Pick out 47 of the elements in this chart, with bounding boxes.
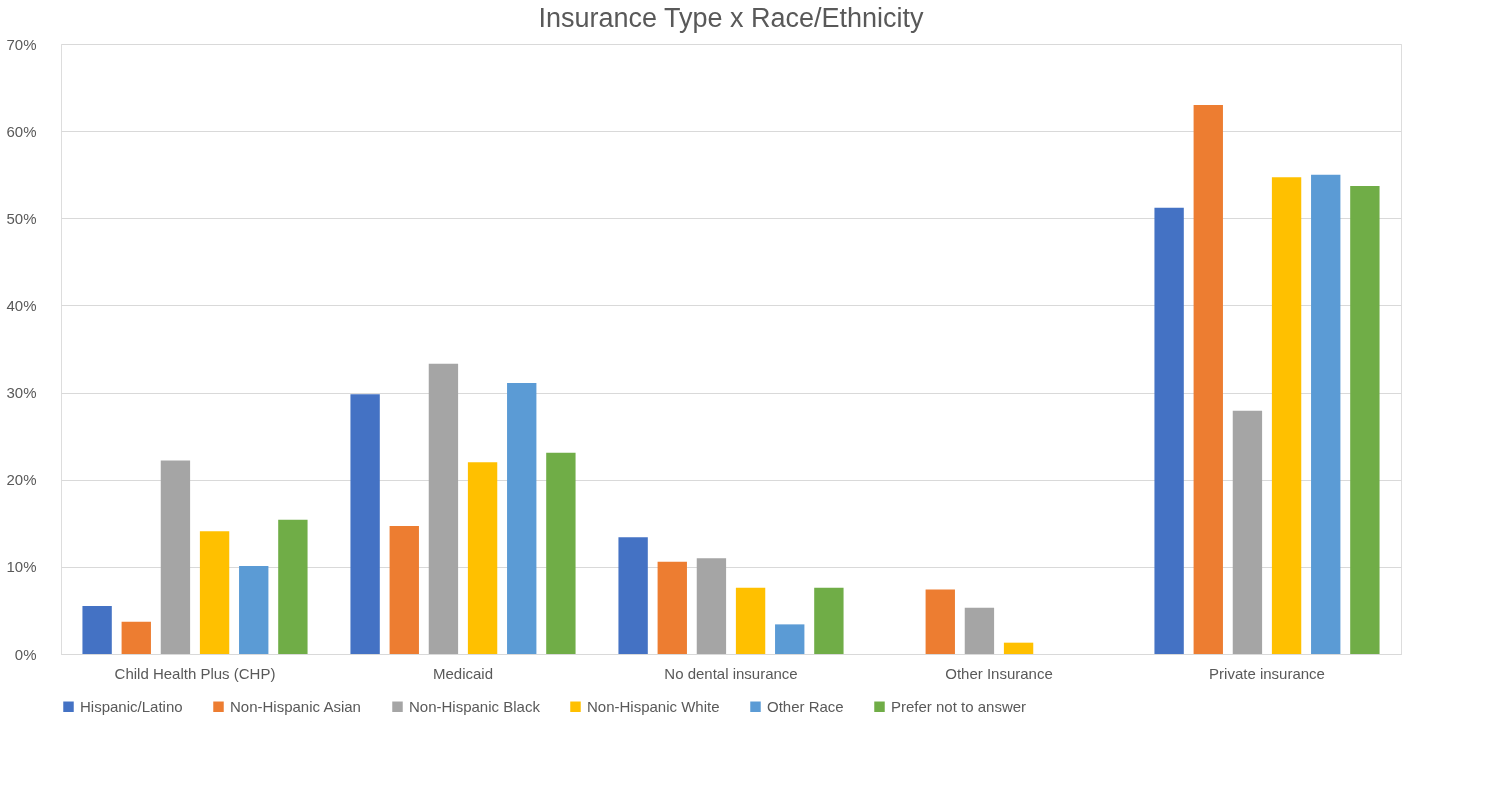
legend-label: Other Race [767, 697, 844, 715]
bar [925, 589, 955, 654]
x-tick-label: Private insurance [1209, 664, 1325, 682]
bar [1003, 642, 1034, 654]
legend-label: Non-Hispanic White [587, 697, 720, 715]
bar [1271, 177, 1302, 654]
bar [696, 558, 727, 654]
x-tick-label: Medicaid [432, 664, 494, 682]
legend-label: Non-Hispanic Asian [230, 697, 361, 715]
bar [199, 531, 230, 654]
bar [121, 621, 151, 654]
legend-label: Prefer not to answer [891, 697, 1027, 715]
bar [350, 394, 380, 654]
y-tick-label: 50% [6, 209, 37, 227]
bar [1350, 186, 1380, 654]
bar [278, 519, 308, 654]
bar [467, 462, 498, 654]
chart-title: Insurance Type x Race/Ethnicity [538, 3, 925, 33]
y-tick-label: 10% [6, 558, 37, 576]
bar [1154, 207, 1184, 654]
bar [546, 452, 576, 654]
legend-label: Non-Hispanic Black [409, 697, 541, 715]
bar [657, 561, 687, 654]
bar [507, 382, 537, 654]
y-tick-label: 0% [14, 645, 37, 663]
bar [964, 607, 995, 654]
bar [775, 624, 805, 654]
y-tick-label: 30% [6, 384, 37, 402]
x-tick-label: Other Insurance [945, 664, 1053, 682]
bar [82, 606, 112, 654]
bar [814, 587, 844, 654]
bar [428, 363, 459, 654]
bar [618, 537, 648, 654]
bar [1232, 410, 1263, 654]
legend-label: Hispanic/Latino [80, 697, 183, 715]
bar [735, 587, 766, 654]
y-tick-label: 70% [6, 35, 37, 53]
bar [1193, 105, 1223, 654]
bar [239, 565, 269, 654]
y-tick-label: 20% [6, 471, 37, 489]
x-tick-label: No dental insurance [664, 664, 798, 682]
bar [1311, 174, 1341, 654]
bar [160, 460, 191, 654]
y-tick-label: 40% [6, 296, 37, 314]
y-tick-label: 60% [6, 122, 37, 140]
bar [389, 525, 419, 654]
x-tick-label: Child Health Plus (CHP) [114, 664, 276, 682]
